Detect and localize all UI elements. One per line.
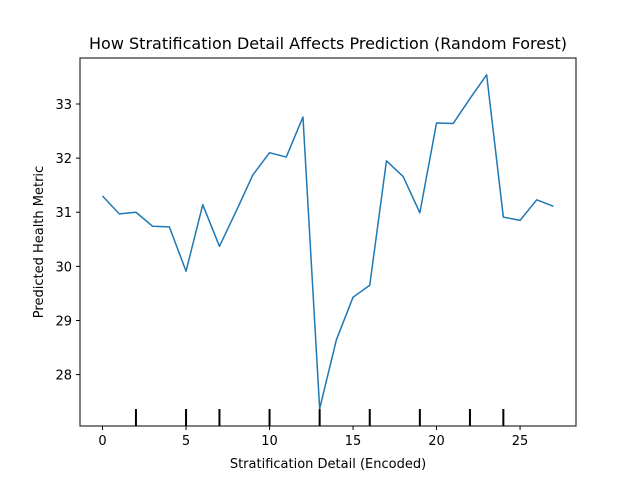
x-axis: 0 5 10 15 20 25: [98, 426, 528, 449]
y-tick-label: 28: [55, 369, 72, 384]
x-tick-label: 0: [98, 434, 106, 449]
x-tick-label: 15: [345, 434, 362, 449]
plot-frame: [79, 57, 577, 427]
series-line: [102, 74, 554, 410]
y-tick-label: 30: [55, 260, 72, 275]
x-tick-label: 25: [512, 434, 529, 449]
x-tick-label: 5: [182, 434, 190, 449]
y-tick-label: 31: [55, 206, 72, 221]
y-tick-label: 29: [55, 314, 72, 329]
y-tick-label: 33: [55, 98, 72, 113]
y-axis-title: Predicted Health Metric: [32, 166, 47, 318]
x-axis-title: Stratification Detail (Encoded): [230, 457, 426, 472]
x-tick-label: 20: [428, 434, 445, 449]
x-tick-label: 10: [261, 434, 278, 449]
y-tick-label: 32: [55, 152, 72, 167]
plot-area: [102, 74, 554, 426]
y-axis: 28 29 30 31 32 33: [55, 98, 80, 384]
chart-title: How Stratification Detail Affects Predic…: [89, 34, 567, 53]
